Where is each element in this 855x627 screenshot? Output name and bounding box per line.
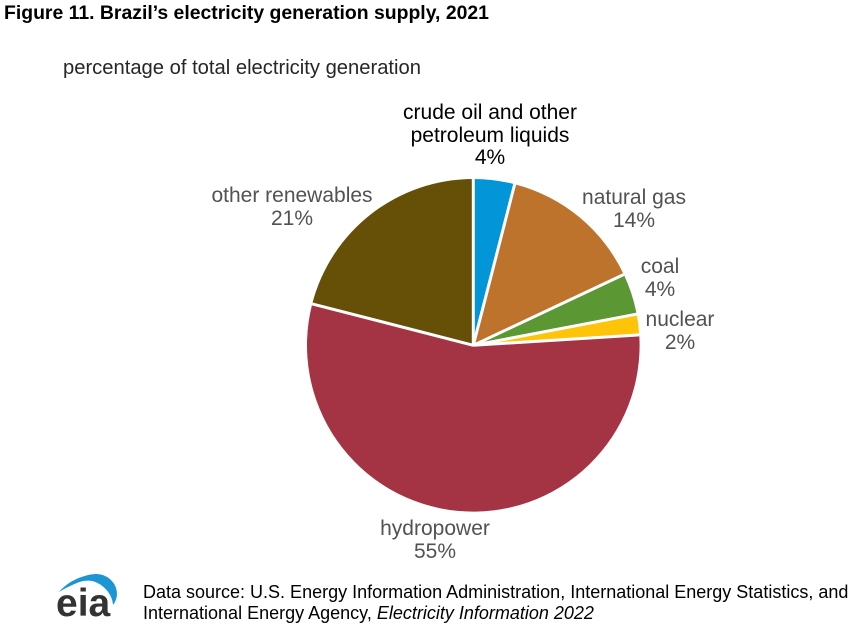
svg-text:eia: eia — [56, 582, 111, 620]
